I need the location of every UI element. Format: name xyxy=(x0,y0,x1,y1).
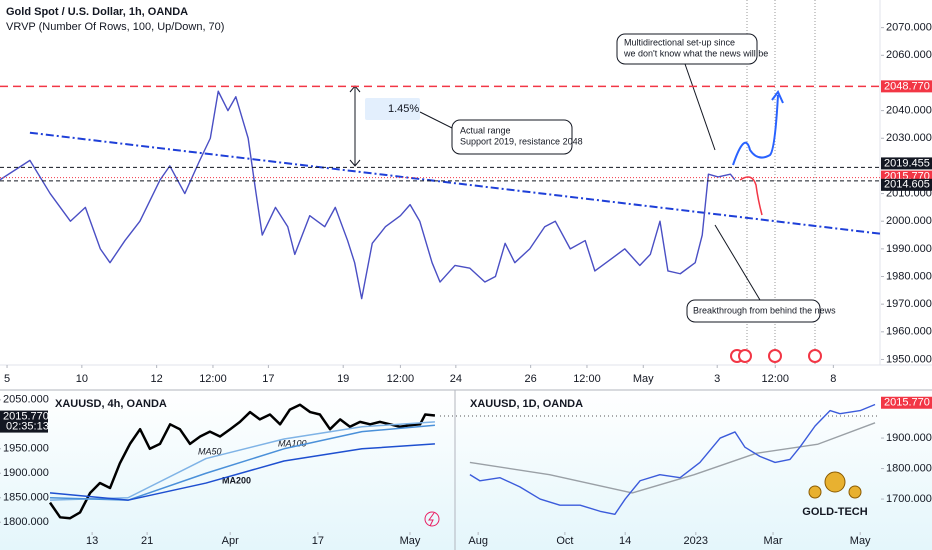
price-tag-label: 2048.770 xyxy=(884,80,930,92)
price-line xyxy=(49,424,435,501)
trendline xyxy=(29,131,881,235)
price-tag xyxy=(881,80,932,93)
price-line xyxy=(0,90,736,300)
event-icons xyxy=(730,349,822,363)
ma-label: MA50 xyxy=(198,446,222,456)
logo: GOLD-TECH xyxy=(802,471,868,518)
price-line xyxy=(49,421,435,501)
callout-text: Breakthrough from behind the news xyxy=(693,305,836,315)
y-tick-label: 2000.000 xyxy=(886,215,932,227)
x-tick-label: May xyxy=(850,535,871,547)
x-tick-label: 14 xyxy=(619,535,631,547)
y-tick-label: 2050.000 xyxy=(3,394,49,406)
x-tick-label: 13 xyxy=(86,535,98,547)
x-tick-label: 12:00 xyxy=(199,373,227,385)
measure-label: 1.45% xyxy=(388,103,419,115)
y-tick-label: 2060.000 xyxy=(886,49,932,61)
x-tick-label: May xyxy=(633,373,654,385)
x-tick-label: Oct xyxy=(556,535,573,547)
callout xyxy=(686,299,821,323)
event-icon xyxy=(768,349,782,363)
price-tag xyxy=(881,396,932,409)
projection-arrow xyxy=(771,90,784,104)
y-tick-label: 1990.000 xyxy=(886,243,932,255)
y-tick-label: 2030.000 xyxy=(886,132,932,144)
x-tick-label: 17 xyxy=(262,373,274,385)
price-line xyxy=(469,422,876,494)
event-icon xyxy=(808,349,822,363)
callout-pointer xyxy=(419,111,453,129)
x-tick-label: 12:00 xyxy=(387,373,415,385)
y-tick-label: 1800.000 xyxy=(886,462,932,474)
lightning-bolt xyxy=(428,512,435,527)
callout-text: Support 2019, resistance 2048 xyxy=(460,136,583,146)
x-tick-label: 5 xyxy=(4,373,10,385)
price-line xyxy=(469,403,876,516)
y-tick-label: 1700.000 xyxy=(886,493,932,505)
price-line xyxy=(49,443,435,501)
x-tick-label: 8 xyxy=(830,373,836,385)
logo-text: GOLD-TECH xyxy=(802,506,867,518)
y-tick-label: 1800.000 xyxy=(3,516,49,528)
x-tick-label: 12:00 xyxy=(573,373,601,385)
logo-coin xyxy=(848,485,862,499)
callout xyxy=(451,119,573,155)
y-tick-label: 1960.000 xyxy=(886,326,932,338)
x-tick-label: Mar xyxy=(764,535,783,547)
price-tag-label: 2014.605 xyxy=(884,179,930,191)
logo-coin xyxy=(808,485,822,499)
pane-title: XAUUSD, 1D, OANDA xyxy=(470,398,583,410)
x-tick-label: Aug xyxy=(468,535,488,547)
x-tick-label: 12 xyxy=(151,373,163,385)
x-tick-label: 12:00 xyxy=(762,373,790,385)
price-tag-label: 2019.455 xyxy=(884,157,930,169)
logo-coin xyxy=(824,471,846,493)
event-icon xyxy=(738,349,752,363)
x-tick-label: 24 xyxy=(450,373,462,385)
x-tick-label: 26 xyxy=(525,373,537,385)
x-tick-label: 19 xyxy=(337,373,349,385)
callout-pointer xyxy=(714,224,761,301)
price-tag-label: 2015.770 xyxy=(884,397,930,409)
projection-up xyxy=(732,94,779,166)
lightning-icon xyxy=(424,511,440,527)
x-tick-label: 3 xyxy=(714,373,720,385)
y-tick-label: 1950.000 xyxy=(886,353,932,365)
price-line xyxy=(48,403,436,520)
callout xyxy=(616,33,758,65)
callout-pointer xyxy=(684,63,716,151)
x-tick-label: 21 xyxy=(141,535,153,547)
price-tag xyxy=(881,157,932,170)
callout-text: Actual range xyxy=(460,125,511,135)
callout-text: we don't know what the news will be xyxy=(623,48,768,58)
price-tag xyxy=(0,410,48,433)
y-tick-label: 1980.000 xyxy=(886,270,932,282)
ma-label: MA200 xyxy=(222,475,251,485)
x-tick-label: 10 xyxy=(76,373,88,385)
y-tick-label: 2070.000 xyxy=(886,22,932,34)
measure-box xyxy=(365,98,420,120)
lower-background xyxy=(0,390,932,550)
projection-down xyxy=(739,176,763,216)
y-tick-label: 1970.000 xyxy=(886,298,932,310)
y-tick-label: 1850.000 xyxy=(3,492,49,504)
ma-label: MA100 xyxy=(278,438,307,448)
x-tick-label: Apr xyxy=(222,535,239,547)
y-tick-label: 1900.000 xyxy=(3,467,49,479)
chart-title: Gold Spot / U.S. Dollar, 1h, OANDA xyxy=(6,6,188,18)
price-tag xyxy=(881,178,932,191)
y-tick-label: 1900.000 xyxy=(886,432,932,444)
y-tick-label: 2040.000 xyxy=(886,105,932,117)
y-tick-label: 1950.000 xyxy=(3,443,49,455)
x-tick-label: 2023 xyxy=(684,535,708,547)
indicator-label: VRVP (Number Of Rows, 100, Up/Down, 70) xyxy=(6,21,224,33)
price-tag-label: 2015.770 xyxy=(3,410,49,422)
x-tick-label: 17 xyxy=(312,535,324,547)
x-tick-label: May xyxy=(400,535,421,547)
callout-text: Multidirectional set-up since xyxy=(624,37,735,47)
pane-title: XAUUSD, 4h, OANDA xyxy=(55,398,167,410)
countdown-label: 02:35:13 xyxy=(6,420,49,432)
